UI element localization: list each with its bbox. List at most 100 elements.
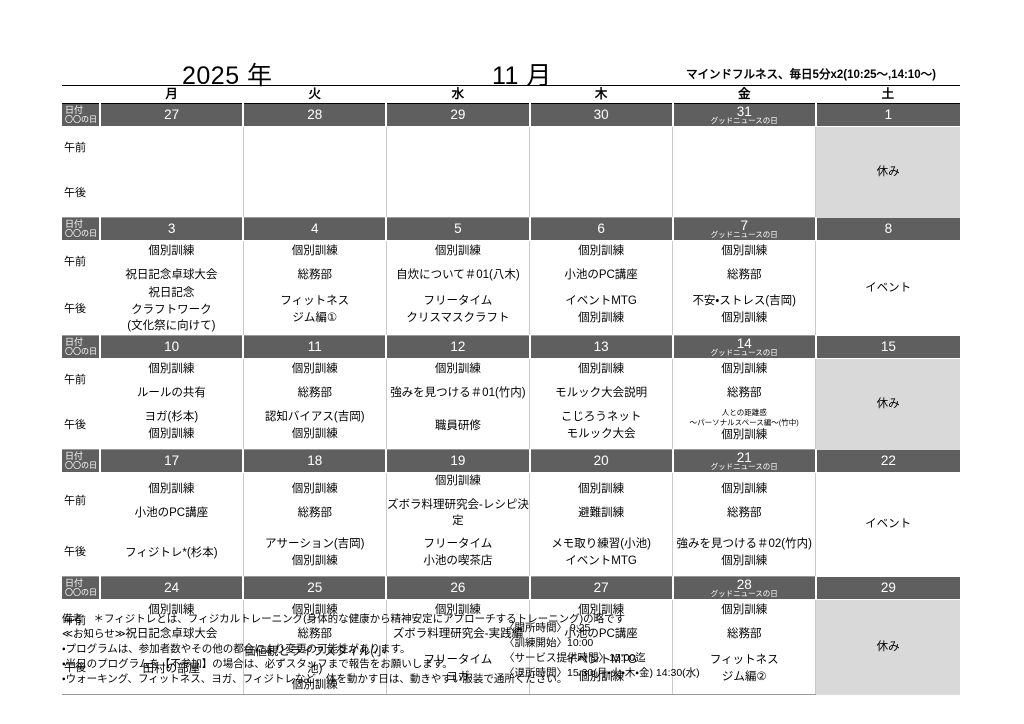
schedule-cell[interactable]: 個別訓練 ズボラ料理研究会-レシピ決定 (386, 472, 531, 531)
schedule-line: ジム編① (292, 312, 338, 324)
schedule-cell[interactable]: アサーション(吉岡) 個別訓練 (243, 530, 387, 578)
schedule-line: 個別訓練 (434, 244, 481, 257)
schedule-cell[interactable]: 不安・ストレス(吉岡) 個別訓練 (672, 285, 817, 337)
schedule-line: モルック大会説明 (555, 386, 648, 399)
date-cell[interactable]: 27 (100, 103, 245, 127)
saturday-cell[interactable]: 休み (815, 358, 960, 450)
schedule-cell[interactable]: 価値観とライフスタイル(小池) 個別訓練 (243, 644, 387, 696)
saturday-cell[interactable]: 休み (815, 126, 960, 218)
schedule-cell[interactable]: 個別訓練 自炊について＃01(八木) (386, 240, 531, 285)
date-cell[interactable]: 19 (386, 449, 531, 474)
schedule-cell[interactable] (243, 126, 387, 171)
schedule-cell[interactable]: 個別訓練 小池のPC講座 (529, 240, 674, 285)
date-cell[interactable]: 28 (243, 103, 388, 127)
schedule-cell[interactable] (100, 171, 244, 218)
date-number: 11 (307, 338, 322, 354)
date-cell[interactable]: 14 グッドニュースの日 (672, 335, 817, 360)
date-cell[interactable]: 31 グッドニュースの日 (672, 103, 817, 127)
schedule-cell[interactable]: 人との距離感 ～パーソナルスペース編～(竹中) 個別訓練 (672, 403, 817, 451)
schedule-line: 個別訓練 (721, 244, 768, 257)
schedule-cell[interactable]: 個別訓練 祝日記念卓球大会 (100, 599, 244, 645)
date-cell[interactable]: 20 (529, 449, 674, 474)
date-cell[interactable]: 29 (386, 103, 531, 127)
date-cell[interactable]: 13 (529, 335, 674, 360)
schedule-line: 個別訓練 (148, 428, 195, 441)
schedule-cell[interactable]: 強みを見つける＃02(竹内) 個別訓練 (672, 530, 817, 578)
schedule-cell[interactable]: 個別訓練 避難訓練 (529, 472, 674, 531)
saturday-cell[interactable]: 休み (815, 599, 960, 695)
schedule-cell[interactable]: イベントMTG 個別訓練 (529, 644, 674, 696)
date-cell[interactable]: 15 (815, 335, 960, 360)
date-cell[interactable]: 10 (100, 335, 245, 360)
schedule-cell[interactable]: 祝日記念 クラフトワーク (文化祭に向けて) (100, 285, 244, 337)
schedule-cell[interactable]: 職員研修 (386, 403, 531, 451)
date-cell[interactable]: 22 (815, 449, 960, 474)
date-cell[interactable]: 28 グッドニュースの日 (672, 576, 817, 601)
schedule-cell[interactable]: 個別訓練 小池のPC講座 (529, 599, 674, 645)
schedule-cell[interactable]: 個別訓練 総務部 (243, 358, 387, 404)
schedule-cell[interactable]: 田村の部屋 (100, 644, 244, 696)
schedule-cell[interactable]: フィジトレ*(杉本) (100, 530, 244, 578)
schedule-cell[interactable]: 個別訓練 総務部 (243, 599, 387, 645)
date-cell[interactable]: 25 (243, 576, 388, 601)
date-cell[interactable]: 12 (386, 335, 531, 360)
schedule-cell[interactable]: メモ取り練習(小池) イベントMTG (529, 530, 674, 578)
schedule-cell[interactable] (100, 126, 244, 171)
date-cell[interactable]: 18 (243, 449, 388, 474)
date-cell[interactable]: 1 (815, 103, 960, 127)
hours-open: 〈開所時間〉 9:25 (504, 622, 591, 634)
schedule-line: (文化祭に向けて) (127, 320, 216, 333)
schedule-cell[interactable]: フィットネス ジム編② (672, 644, 817, 696)
schedule-cell[interactable]: 個別訓練 モルック大会説明 (529, 358, 674, 404)
schedule-cell[interactable]: イベントMTG 個別訓練 (529, 285, 674, 337)
schedule-cell[interactable]: ヨガ(杉本) 個別訓練 (100, 403, 244, 451)
schedule-cell[interactable]: 個別訓練 小池のPC講座 (100, 472, 244, 531)
schedule-cell[interactable]: 個別訓練 ズボラ料理研究会-実践編 (386, 599, 531, 645)
schedule-cell[interactable]: こじろうネット モルック大会 (529, 403, 674, 451)
date-cell[interactable]: 30 (529, 103, 674, 127)
schedule-line: フィットネス (280, 295, 350, 308)
schedule-cell[interactable] (672, 126, 817, 171)
weekday-header-spacer (62, 86, 101, 104)
date-cell[interactable]: 21 グッドニュースの日 (672, 449, 817, 474)
schedule-cell[interactable]: 個別訓練 強みを見つける＃01(竹内) (386, 358, 531, 404)
schedule-cell[interactable]: フリータイム 小池の喫茶店 (386, 530, 531, 578)
schedule-cell[interactable] (243, 171, 387, 218)
date-cell[interactable]: 11 (243, 335, 388, 360)
title-divider (62, 85, 960, 86)
saturday-cell[interactable]: イベント (815, 240, 960, 336)
schedule-cell[interactable] (529, 171, 674, 218)
date-cell[interactable]: 8 (815, 217, 960, 241)
schedule-cell[interactable]: 個別訓練 総務部 (243, 472, 387, 531)
date-cell[interactable]: 17 (100, 449, 245, 474)
schedule-cell[interactable]: 個別訓練 総務部 (243, 240, 387, 285)
date-cell[interactable]: 29 (815, 576, 960, 601)
schedule-cell[interactable]: 個別訓練 総務部 (672, 358, 817, 404)
schedule-cell[interactable]: フリータイム クリスマスクラフト (386, 285, 531, 337)
date-cell[interactable]: 5 (386, 217, 531, 241)
date-row-label: 日付 〇〇の日 (62, 576, 102, 601)
date-cell[interactable]: 24 (100, 576, 245, 601)
schedule-cell[interactable] (529, 126, 674, 171)
date-cell[interactable]: 7 グッドニュースの日 (672, 217, 817, 241)
schedule-cell[interactable]: フィットネス ジム編① (243, 285, 387, 337)
schedule-cell[interactable]: フリータイム ヨガ (386, 644, 531, 696)
schedule-cell[interactable] (386, 126, 531, 171)
schedule-cell[interactable] (386, 171, 531, 218)
schedule-line: 価値観とライフスタイル(小池) (243, 646, 386, 675)
date-cell[interactable]: 6 (529, 217, 674, 241)
schedule-cell[interactable]: 個別訓練 総務部 (672, 599, 817, 645)
date-cell[interactable]: 4 (243, 217, 388, 241)
schedule-cell[interactable]: 個別訓練 ルールの共有 (100, 358, 244, 404)
schedule-cell[interactable]: 認知バイアス(吉岡) 個別訓練 (243, 403, 387, 451)
schedule-line: 総務部 (726, 507, 762, 520)
schedule-cell[interactable]: 個別訓練 祝日記念卓球大会 (100, 240, 244, 285)
schedule-cell[interactable]: 個別訓練 総務部 (672, 240, 817, 285)
date-cell[interactable]: 27 (529, 576, 674, 601)
saturday-cell[interactable]: イベント (815, 472, 960, 577)
schedule-cell[interactable] (672, 171, 817, 218)
line-gap (100, 260, 243, 267)
schedule-cell[interactable]: 個別訓練 総務部 (672, 472, 817, 531)
date-cell[interactable]: 26 (386, 576, 531, 601)
date-cell[interactable]: 3 (100, 217, 245, 241)
